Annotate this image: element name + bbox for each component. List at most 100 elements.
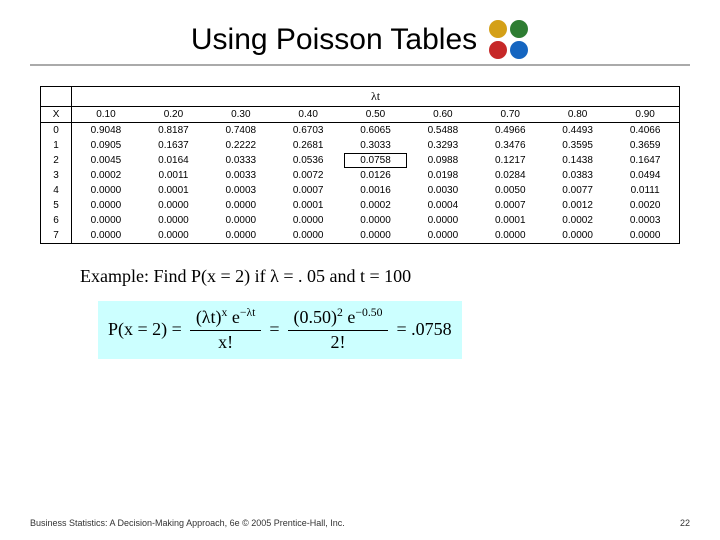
table-cell: 0.0000 (207, 213, 274, 228)
table-cell: 0.2222 (207, 138, 274, 153)
table-cell: 0.0164 (140, 153, 207, 168)
slide: Using Poisson Tables λtX0.100.200.300.40… (0, 0, 720, 540)
table-cell: 0.0007 (274, 183, 341, 198)
table-cell: 0.0003 (207, 183, 274, 198)
formula-row: P(x = 2) = (λt)x e−λt x! = (0.50)2 e−0.5… (98, 301, 640, 359)
table-cell: 0.0000 (274, 213, 341, 228)
title-row: Using Poisson Tables (30, 20, 690, 60)
lt-corner (41, 87, 72, 107)
table-cell: 0.0000 (72, 213, 140, 228)
table-cell: 0.1647 (611, 153, 679, 168)
table-cell: 0.1438 (544, 153, 611, 168)
table-cell: 0.0000 (72, 228, 140, 244)
table-cell: 0.0000 (207, 228, 274, 244)
table-cell: 0.0333 (207, 153, 274, 168)
formula-frac1-den: x! (218, 331, 233, 353)
table-cell: 0.3476 (477, 138, 544, 153)
table-cell: 0.0000 (207, 198, 274, 213)
col-header: 0.70 (477, 107, 544, 123)
table-cell: 0.0001 (477, 213, 544, 228)
table-cell: 0.5488 (409, 123, 476, 139)
table-cell: 0.0383 (544, 168, 611, 183)
table-cell: 0.0758 (342, 153, 409, 168)
formula-eq1: = (269, 319, 279, 340)
formula-frac2-den: 2! (330, 331, 345, 353)
table-cell: 0.3033 (342, 138, 409, 153)
dot-4 (510, 41, 528, 59)
table-cell: 0.0126 (342, 168, 409, 183)
x-value: 4 (41, 183, 72, 198)
table-cell: 0.0011 (140, 168, 207, 183)
table-cell: 0.0536 (274, 153, 341, 168)
table-cell: 0.0002 (72, 168, 140, 183)
page-number: 22 (680, 518, 690, 528)
col-header: 0.50 (342, 107, 409, 123)
table-cell: 0.6703 (274, 123, 341, 139)
example-text: Example: Find P(x = 2) if λ = . 05 and t… (80, 266, 640, 287)
x-value: 3 (41, 168, 72, 183)
col-header: 0.90 (611, 107, 679, 123)
footer: Business Statistics: A Decision-Making A… (30, 518, 690, 528)
table-cell: 0.0072 (274, 168, 341, 183)
col-header: 0.10 (72, 107, 140, 123)
table-cell: 0.0002 (342, 198, 409, 213)
dot-2 (510, 20, 528, 38)
table-cell: 0.0198 (409, 168, 476, 183)
table-cell: 0.2681 (274, 138, 341, 153)
table-cell: 0.9048 (72, 123, 140, 139)
table-cell: 0.0000 (611, 228, 679, 244)
table-cell: 0.0000 (140, 198, 207, 213)
table-cell: 0.0012 (544, 198, 611, 213)
formula-frac2-num: (0.50)2 e−0.50 (288, 307, 389, 331)
table-cell: 0.0111 (611, 183, 679, 198)
table-cell: 0.8187 (140, 123, 207, 139)
table-cell: 0.1217 (477, 153, 544, 168)
slide-title: Using Poisson Tables (191, 23, 477, 57)
table-cell: 0.0002 (544, 213, 611, 228)
table-cell: 0.0000 (274, 228, 341, 244)
table-cell: 0.0000 (544, 228, 611, 244)
table-cell: 0.0001 (274, 198, 341, 213)
col-header: 0.80 (544, 107, 611, 123)
table-cell: 0.0050 (477, 183, 544, 198)
table-cell: 0.3595 (544, 138, 611, 153)
table-cell: 0.0000 (409, 213, 476, 228)
table-cell: 0.0016 (342, 183, 409, 198)
x-value: 1 (41, 138, 72, 153)
formula-result: = .0758 (396, 319, 451, 340)
table-cell: 0.0000 (342, 213, 409, 228)
lt-header: λt (72, 87, 680, 107)
x-value: 0 (41, 123, 72, 139)
formula-highlight: P(x = 2) = (λt)x e−λt x! = (0.50)2 e−0.5… (98, 301, 462, 359)
x-value: 2 (41, 153, 72, 168)
table-cell: 0.0000 (409, 228, 476, 244)
table-cell: 0.0020 (611, 198, 679, 213)
formula-frac1: (λt)x e−λt x! (190, 307, 262, 353)
table-cell: 0.0284 (477, 168, 544, 183)
table-cell: 0.0003 (611, 213, 679, 228)
col-header: 0.20 (140, 107, 207, 123)
table-cell: 0.0077 (544, 183, 611, 198)
table-cell: 0.0000 (72, 183, 140, 198)
poisson-table-wrap: λtX0.100.200.300.400.500.600.700.800.900… (40, 86, 680, 244)
table-cell: 0.0000 (477, 228, 544, 244)
col-header: 0.40 (274, 107, 341, 123)
table-cell: 0.0030 (409, 183, 476, 198)
table-cell: 0.0033 (207, 168, 274, 183)
title-rule (30, 64, 690, 66)
table-cell: 0.0000 (140, 213, 207, 228)
formula-frac2: (0.50)2 e−0.50 2! (288, 307, 389, 353)
table-cell: 0.0988 (409, 153, 476, 168)
table-cell: 0.4966 (477, 123, 544, 139)
table-cell: 0.4493 (544, 123, 611, 139)
table-cell: 0.0000 (342, 228, 409, 244)
x-value: 6 (41, 213, 72, 228)
x-value: 5 (41, 198, 72, 213)
table-cell: 0.0000 (140, 228, 207, 244)
table-cell: 0.4066 (611, 123, 679, 139)
table-cell: 0.0000 (72, 198, 140, 213)
dots-icon (489, 20, 529, 60)
col-header: 0.60 (409, 107, 476, 123)
table-cell: 0.3293 (409, 138, 476, 153)
table-cell: 0.6065 (342, 123, 409, 139)
